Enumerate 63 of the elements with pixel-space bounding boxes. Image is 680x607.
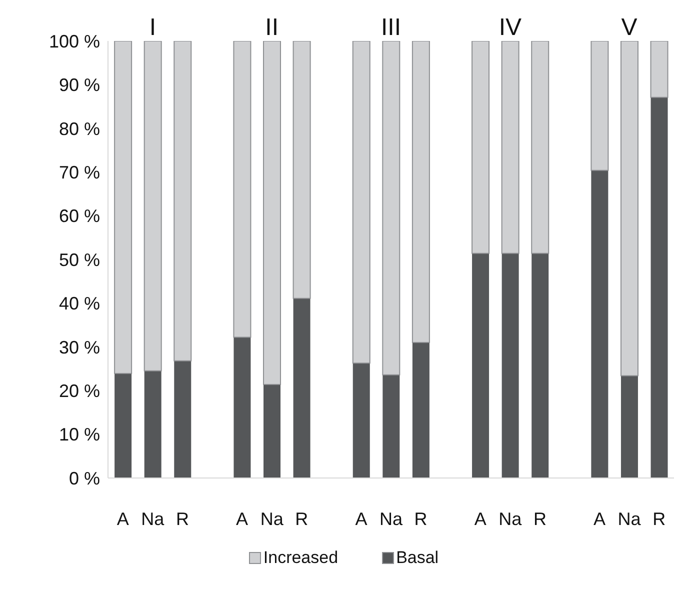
- bar: [263, 41, 281, 385]
- annotation: IV: [498, 14, 522, 42]
- bar: [352, 363, 370, 478]
- y-tick-label: 90 %: [58, 75, 100, 96]
- bar: [532, 253, 549, 478]
- x-tick-label: Na: [260, 508, 284, 529]
- y-tick-label: 0 %: [68, 468, 100, 488]
- bar: [144, 370, 162, 478]
- bar: [382, 41, 400, 376]
- bar: [501, 41, 520, 254]
- bar: [234, 337, 251, 478]
- bar: [233, 41, 252, 338]
- bar: [472, 41, 490, 254]
- y-tick-label: 50 %: [58, 250, 100, 270]
- x-tick-label: Na: [618, 508, 642, 529]
- bar: [650, 97, 668, 478]
- x-tick-label: A: [355, 508, 368, 529]
- bar: [174, 360, 192, 478]
- bar: [620, 41, 638, 376]
- legend-label: Basal: [396, 548, 439, 568]
- bar: [412, 342, 430, 478]
- bar: [591, 170, 608, 478]
- bar: [472, 253, 490, 478]
- x-tick-label: A: [594, 508, 606, 529]
- annotation: I: [148, 14, 157, 42]
- y-tick-label: 60 %: [58, 206, 100, 226]
- x-tick-label: Na: [498, 508, 523, 529]
- bar: [620, 376, 638, 478]
- y-tick-label: 30 %: [58, 337, 100, 358]
- x-tick-label: R: [176, 508, 189, 529]
- y-tick-label: 40 %: [58, 294, 100, 314]
- bar: [174, 41, 192, 362]
- x-tick-label: A: [116, 508, 129, 529]
- x-tick-label: R: [414, 508, 428, 529]
- x-tick-label: A: [474, 508, 486, 529]
- bar: [502, 253, 519, 478]
- x-tick-label: Na: [141, 508, 166, 529]
- bar: [114, 374, 132, 478]
- legend-label: Increased: [263, 548, 338, 568]
- x-tick-label: R: [652, 508, 666, 529]
- bar: [114, 41, 132, 374]
- annotation: II: [264, 14, 280, 42]
- bar: [412, 41, 430, 344]
- bar: [590, 41, 609, 171]
- bar: [264, 384, 280, 478]
- bar: [650, 41, 668, 98]
- bar: [292, 41, 311, 299]
- y-tick-label: 100 %: [48, 31, 100, 52]
- bar: [352, 41, 370, 364]
- x-tick-label: R: [533, 508, 546, 529]
- annotation: V: [620, 14, 638, 42]
- annotation: III: [380, 14, 402, 42]
- bar: [293, 298, 310, 478]
- bar: [531, 41, 550, 254]
- bar: [144, 41, 162, 372]
- bar: [382, 374, 400, 478]
- x-tick-label: A: [236, 508, 248, 529]
- y-tick-label: 70 %: [58, 162, 100, 182]
- y-tick-label: 80 %: [58, 118, 100, 139]
- x-tick-label: Na: [379, 508, 404, 529]
- x-tick-label: R: [295, 508, 308, 529]
- y-tick-label: 10 %: [58, 424, 100, 445]
- y-tick-label: 20 %: [58, 380, 100, 401]
